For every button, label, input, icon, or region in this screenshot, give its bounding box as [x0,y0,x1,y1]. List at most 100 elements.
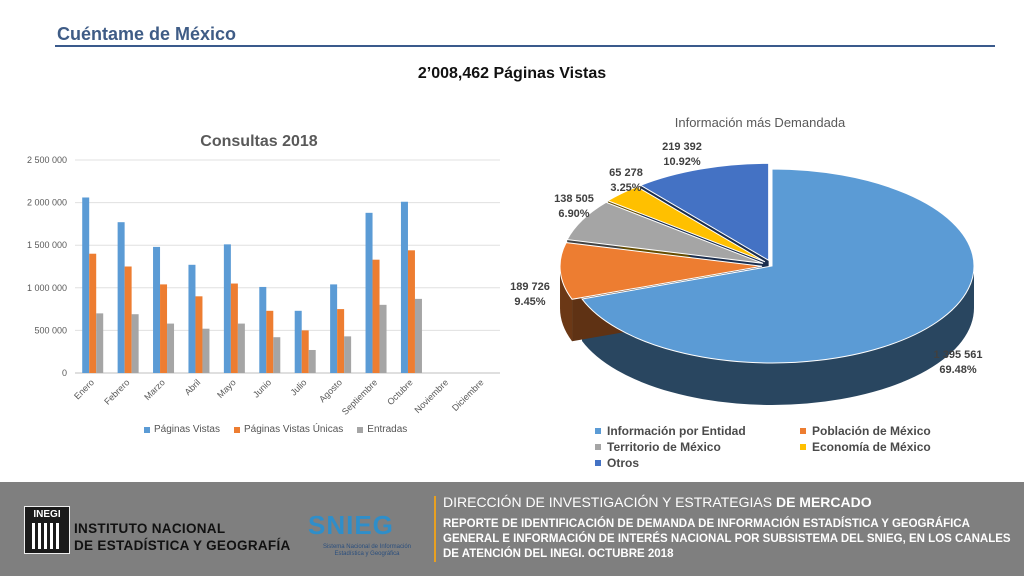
pie-legend-item: Población de México [800,424,955,438]
bar-3 [167,323,175,373]
bar-2 [407,250,415,373]
x-tick-label: Agosto [317,377,344,404]
x-tick-label: Mayo [215,377,238,400]
pie-legend-item: Otros [595,456,800,470]
y-tick-label: 1 500 000 [27,240,67,250]
pie-percent-label: 6.90% [558,208,589,220]
pie-percent-label: 9.45% [514,296,545,308]
pie-side-2 [560,266,573,342]
demand-pie-chart: Información más Demandada 1 395 561 69.48%… [510,115,983,406]
bar-1 [330,284,338,373]
x-tick-label: Marzo [142,377,167,402]
report-title: REPORTE DE IDENTIFICACIÓN DE DEMANDA DE … [443,518,1011,560]
pie-chart-title: Información más Demandada [675,115,846,130]
y-tick-label: 2 500 000 [27,155,67,165]
bar-2 [266,310,274,373]
x-tick-label: Abril [183,377,203,397]
legend-swatch [800,444,806,450]
bar-3 [96,313,104,373]
department-name-a: DIRECCIÓN DE INVESTIGACIÓN Y ESTRATEGIAS [443,494,776,510]
bar-legend: Páginas Vistas Páginas Vistas Únicas Entra… [144,424,407,435]
bar-chart-title: Consultas 2018 [200,133,317,150]
bar-2 [230,283,238,373]
bar-3 [202,328,210,373]
legend-label: Economía de México [812,440,931,454]
institute-name: INSTITUTO NACIONAL DE ESTADÍSTICA Y GEOG… [74,520,291,554]
snieg-subtitle: Sistema Nacional de Información Estadíst… [322,544,412,557]
pie-slice-1 [581,168,975,364]
page-views-headline: 2’008,462 Páginas Vistas [417,65,607,82]
pie-side-1 [582,266,974,406]
inegi-logo-text: INEGI [33,509,61,520]
pie-legend-item: Territorio de México [595,440,800,454]
bar-1 [400,201,408,373]
bar-3 [414,298,422,373]
pie-percent-label: 10.92% [663,156,701,168]
pie-slice-4 [606,186,766,263]
legend-swatch [595,428,601,434]
snieg-logo: SNIEG [308,510,394,541]
bar-1 [294,310,302,373]
inegi-logo-mark [32,523,62,549]
pie-percent-label: 3.25% [610,182,641,194]
legend-label: Territorio de México [607,440,721,454]
x-tick-label: Enero [72,377,96,401]
legend-label: Páginas Vistas [154,424,220,435]
bar-1 [153,246,161,373]
pie-legend-item: Economía de México [800,440,955,454]
bar-1 [82,197,90,373]
x-tick-label: Junio [251,377,273,399]
bar-1 [365,212,373,373]
x-tick-label: Septiembre [340,377,380,417]
legend-label: Otros [607,456,640,470]
department-name: DIRECCIÓN DE INVESTIGACIÓN Y ESTRATEGIAS… [443,494,872,510]
legend-label: Entradas [367,424,408,435]
pie-value-label: 1 395 561 [934,349,983,361]
consultas-bar-chart: Consultas 2018 0 500 000 1 000 000 1 500 000… [27,133,500,417]
title-rule [55,45,995,47]
bar-2 [372,259,380,373]
legend-swatch [233,426,240,433]
legend-label: Población de México [812,424,931,438]
bar-2 [337,309,345,373]
bar-1 [117,222,125,373]
bar-3 [344,336,352,373]
x-tick-label: Octubre [385,377,415,407]
legend-swatch [800,428,806,434]
bar-3 [237,323,245,373]
footer-divider [434,496,436,562]
x-tick-label: Julio [288,377,308,397]
institute-line-2: DE ESTADÍSTICA Y GEOGRAFÍA [74,538,291,553]
pie-slice-5 [639,162,770,262]
pie-value-label: 138 505 [554,193,594,205]
legend-label: Información por Entidad [607,424,746,438]
pie-slice-2 [559,242,763,300]
bar-1 [188,264,196,373]
bar-2 [89,253,97,373]
bar-legend-item: Entradas [357,424,407,435]
pie-value-label: 219 392 [662,141,702,153]
bar-3 [131,314,139,373]
pie-legend-item: Información por Entidad [595,424,800,438]
bar-3 [273,337,281,373]
bar-2 [124,266,132,373]
bar-2 [160,284,168,373]
legend-label: Páginas Vistas Únicas [243,424,344,435]
x-tick-label: Febrero [102,377,131,406]
snieg-logo-text: SNIEG [308,510,394,540]
bar-legend-item: Páginas Vistas Únicas [233,424,344,435]
y-tick-label: 500 000 [34,325,67,335]
footer-band [0,482,1024,576]
bar-3 [379,304,387,373]
inegi-logo: INEGI [24,506,70,554]
y-tick-label: 0 [62,368,67,378]
page-title: Cuéntame de México [57,24,237,44]
bar-2 [195,296,203,373]
y-tick-label: 2 000 000 [27,198,67,208]
bar-2 [301,330,309,373]
x-tick-label: Diciembre [450,377,486,413]
y-tick-label: 1 000 000 [27,283,67,293]
pie-slice-3 [566,201,764,264]
pie-legend: Información por Entidad Población de Méxi… [595,424,955,470]
pie-value-label: 65 278 [609,167,643,179]
